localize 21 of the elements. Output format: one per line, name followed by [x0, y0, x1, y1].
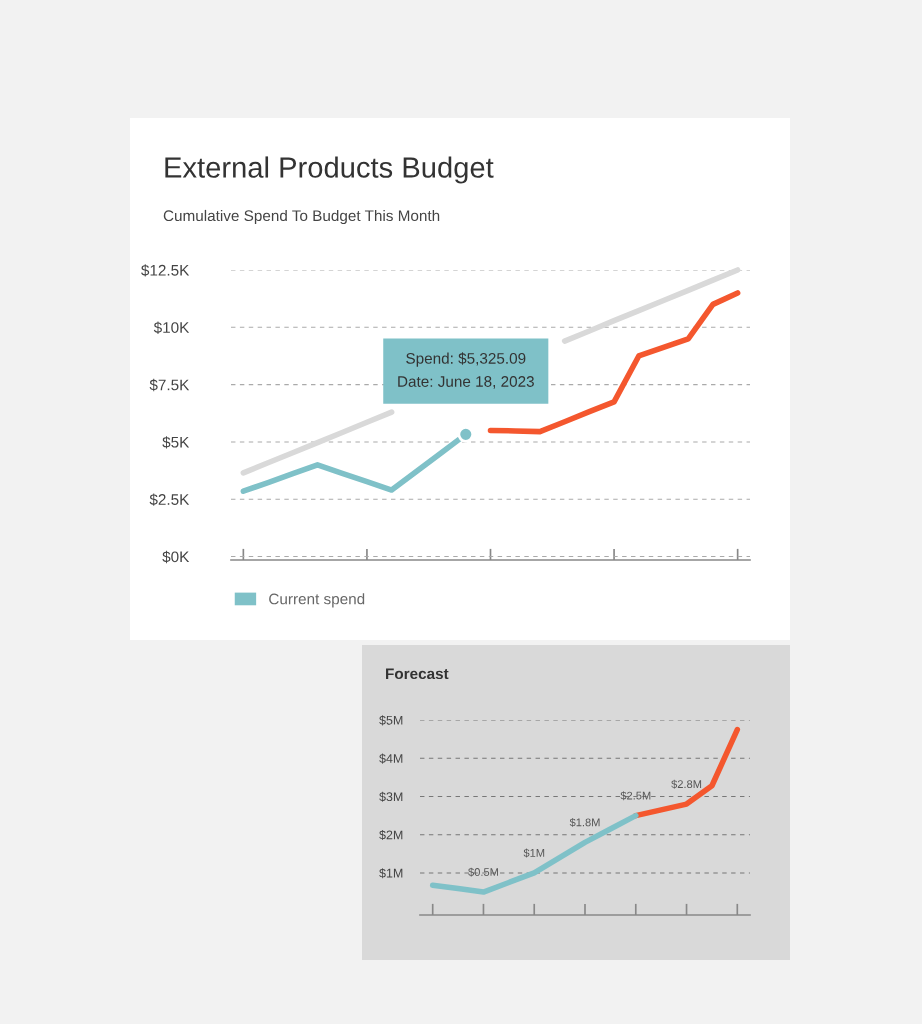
data-label: $1.8M	[569, 817, 600, 827]
y-tick-label: $12.5K	[141, 264, 190, 277]
y-tick-label: $2.5K	[149, 493, 190, 506]
data-label: $2.5M	[620, 791, 651, 801]
chart-title: Forecast	[386, 668, 449, 680]
y-tick-label: $2M	[379, 829, 403, 841]
y-tick-label: $4M	[379, 753, 403, 764]
legend-label: Current spend	[269, 593, 365, 608]
y-tick-label: $3M	[379, 791, 403, 802]
y-tick-label: $7.5K	[149, 378, 190, 392]
data-label: $1M	[523, 848, 545, 858]
annotation: Spend: $5,325.09 Date: June 18, 2023	[398, 352, 534, 389]
y-tick-label: $5K	[162, 436, 190, 449]
y-tick-label: $5M	[379, 715, 403, 726]
y-tick-label: $1M	[379, 868, 403, 879]
y-tick-label: $10K	[153, 321, 190, 334]
chart-subtitle: Cumulative Spend To Budget This Month	[163, 209, 440, 225]
data-label: $0.5M	[468, 867, 498, 877]
data-label: $2.8M	[671, 779, 702, 789]
chart-title: External Products Budget	[165, 156, 494, 184]
y-tick-label: $0K	[162, 550, 190, 564]
